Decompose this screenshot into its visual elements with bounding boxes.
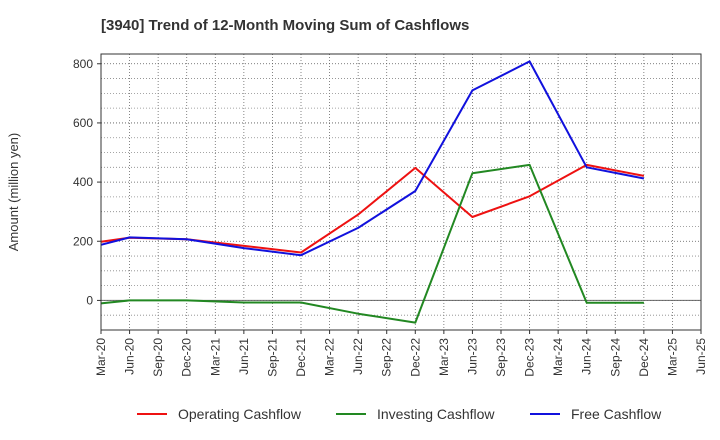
- x-tick-label: Mar-21: [208, 338, 222, 376]
- x-tick-label: Dec-24: [637, 338, 651, 377]
- legend-label-operating-cashflow: Operating Cashflow: [178, 406, 302, 422]
- y-tick-label: 400: [73, 175, 93, 189]
- y-tick-label: 600: [73, 116, 93, 130]
- y-tick-label: 0: [86, 293, 93, 307]
- y-axis-label: Amount (million yen): [6, 133, 21, 252]
- x-tick-label: Jun-25: [694, 338, 708, 375]
- x-tick-label: Jun-20: [123, 338, 137, 375]
- x-tick-label: Mar-22: [323, 338, 337, 376]
- legend: Operating Cashflow Investing Cashflow Free…: [137, 406, 662, 422]
- x-tick-label: Sep-24: [608, 338, 622, 377]
- y-tick-labels: 0 200 400 600 800: [73, 57, 101, 307]
- x-tick-label: Jun-23: [465, 338, 479, 375]
- x-tick-label: Mar-20: [94, 338, 108, 376]
- x-tick-label: Jun-24: [580, 338, 594, 375]
- x-tick-label: Mar-23: [437, 338, 451, 376]
- x-tick-label: Dec-21: [294, 338, 308, 377]
- x-tick-label: Sep-21: [265, 338, 279, 377]
- y-tick-label: 200: [73, 234, 93, 248]
- chart-title: [3940] Trend of 12-Month Moving Sum of C…: [101, 17, 469, 34]
- x-tick-label: Sep-22: [380, 338, 394, 377]
- x-tick-labels: Mar-20 Jun-20 Sep-20 Dec-20 Mar-21 Jun-21 Sep-…: [94, 330, 708, 377]
- x-tick-label: Dec-20: [180, 338, 194, 377]
- y-tick-label: 800: [73, 57, 93, 71]
- x-tick-label: Mar-24: [551, 338, 565, 376]
- x-tick-label: Dec-23: [523, 338, 537, 377]
- x-tick-label: Jun-22: [351, 338, 365, 375]
- x-tick-label: Sep-20: [151, 338, 165, 377]
- series-line-investing-cashflow: [100, 163, 644, 324]
- x-tick-label: Jun-21: [237, 338, 251, 375]
- series-lines: [100, 60, 645, 324]
- x-tick-label: Mar-25: [665, 338, 679, 376]
- grid-lines: [101, 54, 701, 331]
- legend-label-free-cashflow: Free Cashflow: [571, 406, 662, 422]
- series-line-free-cashflow: [100, 60, 645, 257]
- legend-label-investing-cashflow: Investing Cashflow: [377, 406, 495, 422]
- x-tick-label: Dec-22: [408, 338, 422, 377]
- x-tick-label: Sep-23: [494, 338, 508, 377]
- plot-area-frame: [100, 53, 702, 331]
